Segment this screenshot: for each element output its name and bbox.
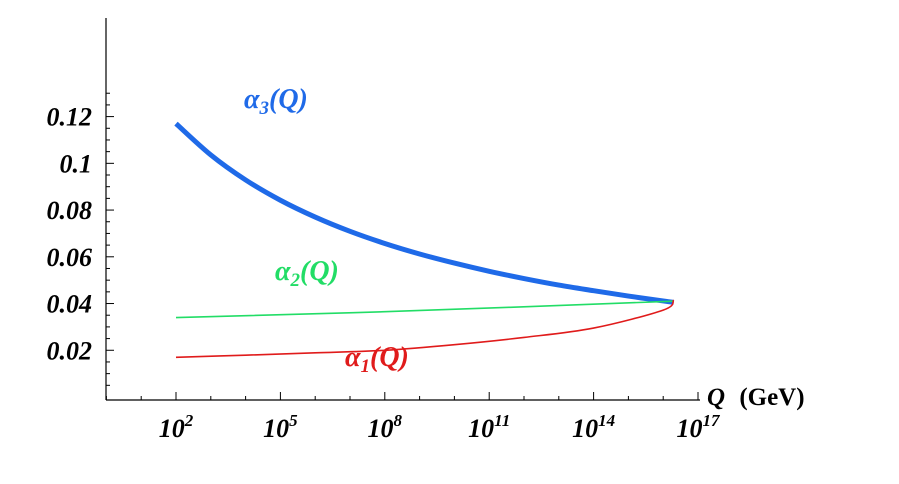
series-label-argument: (Q) [370, 342, 409, 373]
series-label-subscript: 1 [361, 356, 371, 377]
y-tick-label: 0.12 [47, 103, 93, 132]
x-axis-title-variable: Q [707, 384, 725, 411]
series-label-alpha2: α2(Q) [275, 256, 339, 291]
x-axis-title: Q (GeV) [707, 384, 805, 411]
y-tick-label: 0.04 [47, 290, 93, 319]
x-tick-exponent: 14 [598, 411, 615, 430]
y-minor-ticks [106, 92, 114, 386]
x-tick-label: 1017 [677, 411, 722, 443]
x-tick-label: 1011 [468, 411, 510, 443]
x-tick-label: 108 [368, 411, 403, 443]
series-label-alpha3: α3(Q) [244, 84, 308, 119]
y-tick-label: 0.08 [47, 196, 93, 225]
y-tick-labels: 0.02 0.04 0.06 0.08 0.1 0.12 [47, 103, 93, 366]
x-tick-base: 10 [572, 414, 598, 443]
x-tick-exponent: 5 [289, 411, 298, 430]
series-label-greek: α [244, 84, 260, 115]
x-tick-base: 10 [468, 414, 494, 443]
y-tick-label: 0.02 [47, 336, 93, 365]
series-label-argument: (Q) [300, 256, 339, 287]
y-tick-label: 0.06 [47, 243, 93, 272]
axes [105, 18, 700, 401]
x-axis-title-unit: (GeV) [739, 384, 804, 411]
series-line-alpha3 [174, 121, 675, 305]
series-label-subscript: 3 [259, 98, 270, 119]
x-tick-base: 10 [263, 414, 289, 443]
series-label-alpha1: α1(Q) [345, 342, 409, 377]
x-tick-base: 10 [368, 414, 394, 443]
x-tick-exponent: 11 [494, 411, 510, 430]
x-tick-base: 10 [677, 414, 703, 443]
x-tick-exponent: 2 [184, 411, 194, 430]
series-label-argument: (Q) [269, 84, 308, 115]
x-tick-label: 105 [263, 411, 298, 443]
x-tick-labels: 102 105 108 1011 1014 1017 [159, 411, 721, 443]
x-tick-exponent: 17 [703, 411, 722, 430]
x-tick-label: 102 [159, 411, 194, 443]
x-tick-exponent: 8 [394, 411, 403, 430]
series-label-greek: α [345, 342, 361, 373]
x-tick-base: 10 [159, 414, 185, 443]
series-label-greek: α [275, 256, 291, 287]
x-minor-ticks [105, 392, 699, 400]
series-line-alpha1 [175, 299, 675, 359]
series-labels: α3(Q)α2(Q)α1(Q) [244, 84, 409, 377]
series-line-alpha2 [175, 300, 674, 319]
x-tick-label: 1014 [572, 411, 615, 443]
series-label-subscript: 2 [290, 270, 301, 291]
y-tick-label: 0.1 [60, 149, 93, 178]
series-lines [174, 121, 675, 359]
